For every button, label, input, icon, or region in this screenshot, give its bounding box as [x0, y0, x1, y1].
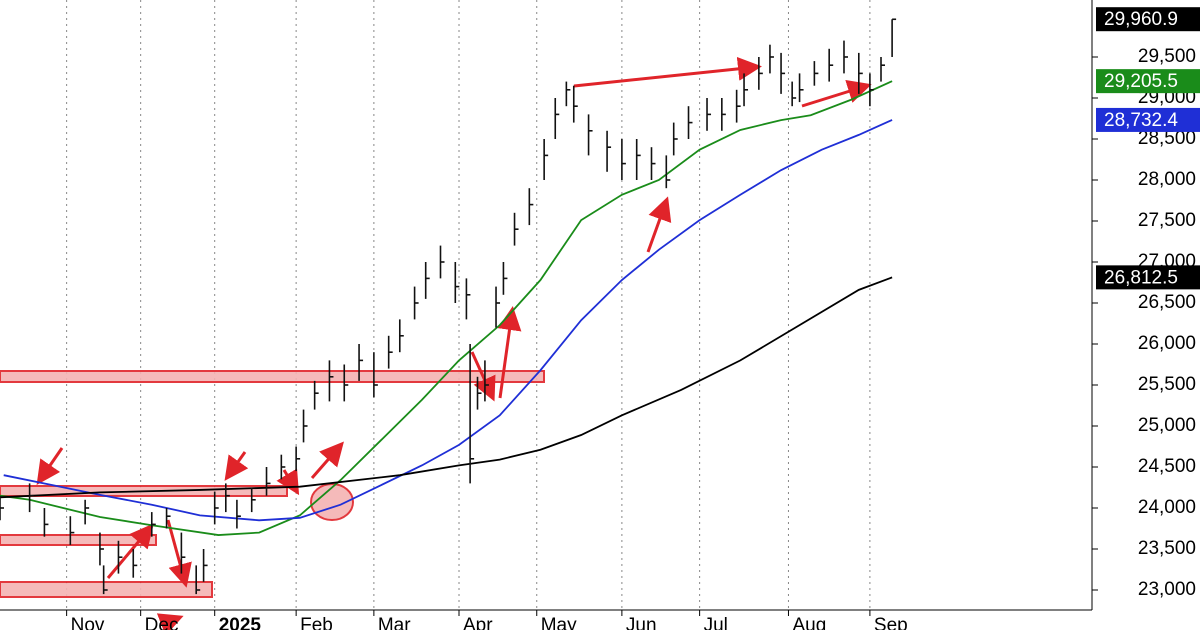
y-tick-label: 25,000 [1138, 415, 1196, 436]
x-tick-label: May [541, 615, 577, 630]
y-tick-label: 24,000 [1138, 497, 1196, 518]
arrow [497, 306, 522, 399]
support-zone [0, 534, 157, 546]
arrow [156, 613, 184, 630]
annotations [0, 56, 872, 630]
arrow [310, 441, 344, 479]
y-tick-label: 27,500 [1138, 210, 1196, 231]
y-tick-label: 28,500 [1138, 128, 1196, 149]
y-tick-label: 29,500 [1138, 46, 1196, 67]
y-tick-label: 26,500 [1138, 292, 1196, 313]
x-tick-label: Apr [463, 615, 493, 630]
arrow [801, 79, 872, 108]
moving-average [0, 80, 893, 536]
last-value-label: 26,812.5 [1104, 267, 1178, 288]
last-value-box [1096, 69, 1200, 94]
support-zone [0, 370, 545, 383]
x-tick-label: 2025 [219, 615, 262, 630]
arrow [224, 451, 249, 481]
last-value-box [1096, 107, 1200, 132]
arrow [646, 196, 672, 253]
last-value-box [1096, 265, 1200, 290]
x-tick-label: Dec [145, 615, 179, 630]
plot [0, 18, 897, 595]
y-tick-label: 28,000 [1138, 169, 1196, 190]
moving-average [3, 119, 893, 522]
last-value-box [1096, 7, 1200, 32]
arrow [106, 523, 154, 579]
arrow [470, 351, 496, 402]
arrow [36, 447, 64, 485]
x-tick-label: Nov [71, 615, 105, 630]
y-tick-label: 23,500 [1138, 538, 1196, 559]
y-tick-label: 24,500 [1138, 456, 1196, 477]
x-tick-label: Jul [704, 615, 728, 630]
arrow [573, 56, 762, 88]
x-tick-label: Sep [874, 615, 908, 630]
moving-average [0, 276, 893, 499]
last-value-label: 28,732.4 [1104, 110, 1178, 131]
y-tick-label: 25,500 [1138, 374, 1196, 395]
last-value-label: 29,960.9 [1104, 9, 1178, 30]
axes: Nov Dec 2025 Feb Mar Apr May Jun Jul Aug Sep 23,000… [66, 7, 1200, 630]
y-tick-label: 26,000 [1138, 333, 1196, 354]
x-tick-label: Mar [378, 615, 411, 630]
grid [66, 0, 871, 610]
x-tick-label: Aug [792, 615, 826, 630]
x-tick-label: Feb [300, 615, 333, 630]
last-value-label: 29,205.5 [1104, 71, 1178, 92]
x-tick-label: Jun [626, 615, 657, 630]
y-tick-label: 23,000 [1138, 579, 1196, 600]
